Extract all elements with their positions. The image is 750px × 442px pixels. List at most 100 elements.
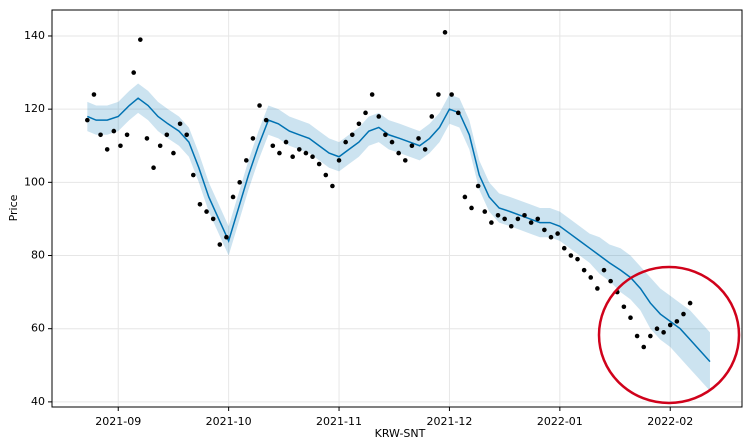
observed-point <box>303 150 309 156</box>
observed-point <box>429 114 435 119</box>
x-axis-label: KRW-SNT <box>375 427 426 440</box>
y-tick-label: 120 <box>24 102 45 115</box>
observed-point <box>363 110 368 116</box>
observed-point <box>257 103 262 108</box>
observed-point <box>98 132 103 138</box>
uncertainty-band <box>87 83 710 391</box>
observed-point <box>416 136 421 141</box>
observed-point <box>608 278 613 284</box>
observed-point <box>124 132 130 138</box>
observed-point <box>436 92 441 97</box>
observed-point <box>475 183 481 189</box>
observed-point <box>138 37 143 42</box>
observed-point <box>270 143 276 149</box>
observed-point <box>131 70 136 75</box>
observed-point <box>495 212 501 218</box>
observed-point <box>522 212 527 218</box>
observed-point <box>151 165 156 171</box>
x-tick-label: 2021-09 <box>95 415 141 428</box>
observed-point <box>157 143 163 149</box>
observed-point <box>482 209 488 214</box>
plot-frame <box>51 9 743 408</box>
x-tick-label: 2021-10 <box>206 415 252 428</box>
x-tick-label: 2022-02 <box>647 415 693 428</box>
observed-point <box>449 92 454 97</box>
observed-point <box>277 150 282 156</box>
y-tick-label: 80 <box>31 249 45 262</box>
observed-point <box>595 286 600 291</box>
highlight-circle <box>597 265 741 405</box>
observed-point <box>197 201 203 207</box>
observed-point <box>85 117 90 123</box>
y-tick-label: 60 <box>31 322 45 335</box>
observed-point <box>177 121 183 127</box>
observed-point <box>290 154 295 160</box>
observed-point <box>628 315 633 321</box>
observed-point <box>455 110 461 116</box>
observed-point <box>548 234 554 240</box>
observed-point <box>469 205 474 211</box>
observed-point <box>210 216 216 222</box>
observed-point <box>144 136 150 141</box>
observed-point <box>356 121 362 127</box>
observed-point <box>581 267 587 273</box>
observed-point <box>674 319 680 324</box>
observed-point <box>330 183 335 189</box>
observed-point <box>217 242 223 247</box>
observed-point <box>171 150 176 156</box>
observed-point <box>383 132 388 138</box>
observed-point <box>224 234 229 240</box>
observed-point <box>343 139 348 145</box>
observed-point <box>528 220 534 225</box>
observed-point <box>621 304 627 310</box>
x-tick-label: 2021-12 <box>426 415 472 428</box>
observed-point <box>575 256 580 262</box>
observed-point <box>555 231 560 236</box>
observed-point <box>323 172 329 178</box>
observed-point <box>250 136 256 141</box>
observed-point <box>263 117 269 123</box>
observed-point <box>164 132 170 138</box>
observed-point <box>111 128 117 134</box>
observed-point <box>462 194 468 200</box>
observed-point <box>687 300 693 306</box>
observed-point <box>661 330 666 335</box>
observed-point <box>681 311 686 317</box>
observed-point <box>184 132 189 138</box>
observed-point <box>667 322 673 328</box>
observed-point <box>349 132 355 138</box>
y-tick-label: 140 <box>24 29 45 42</box>
observed-point <box>316 161 322 167</box>
observed-point <box>535 216 541 222</box>
observed-point <box>542 227 547 233</box>
observed-point <box>376 114 382 119</box>
x-tick-label: 2022-01 <box>537 415 583 428</box>
observed-point <box>409 143 415 149</box>
observed-point <box>310 154 315 160</box>
observed-point <box>502 216 507 222</box>
observed-point <box>489 220 494 225</box>
observed-point <box>402 158 408 163</box>
observed-point <box>283 139 289 145</box>
y-axis-label: Price <box>7 194 20 221</box>
observed-point <box>369 92 375 97</box>
observed-point <box>104 147 110 152</box>
observed-point <box>654 326 660 331</box>
forecast-line <box>87 97 711 363</box>
observed-point <box>191 172 196 178</box>
observed-point <box>91 92 97 97</box>
y-tick-label: 100 <box>24 175 45 188</box>
observed-point <box>396 150 401 156</box>
y-tick-label: 40 <box>31 395 45 408</box>
observed-point <box>296 147 302 152</box>
observed-point <box>648 333 653 339</box>
observed-point <box>442 30 448 35</box>
observed-point <box>601 267 607 273</box>
observed-point <box>641 344 647 350</box>
observed-point <box>515 216 521 222</box>
observed-point <box>634 333 640 339</box>
observed-point <box>244 158 249 163</box>
x-tick-label: 2021-11 <box>316 415 362 428</box>
observed-point <box>422 147 428 152</box>
